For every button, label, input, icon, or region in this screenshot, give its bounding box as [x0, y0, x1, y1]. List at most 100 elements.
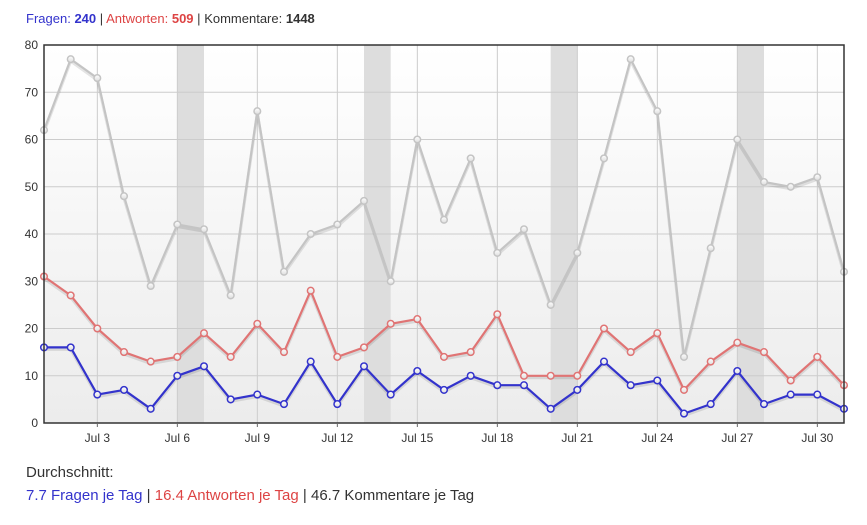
- plot-frame: [43, 44, 845, 424]
- data-point-answers: [759, 348, 769, 357]
- separator: |: [99, 11, 104, 26]
- answers-total-value: 509: [171, 11, 194, 26]
- data-point-comments: [573, 248, 582, 257]
- x-tick-label: Jul 6: [165, 431, 191, 445]
- data-point-comments: [493, 248, 502, 257]
- data-point-comments: [173, 220, 182, 229]
- data-point-comments: [66, 55, 75, 64]
- comments-average: 46.7 Kommentare je Tag: [310, 487, 475, 504]
- data-point-questions: [706, 400, 715, 409]
- data-point-comments: [199, 225, 209, 234]
- x-tick-label: Jul 9: [245, 431, 271, 445]
- data-point-questions: [626, 381, 635, 390]
- comments-total-label: Kommentare:: [204, 11, 283, 26]
- average-heading: Durchschnitt:: [26, 464, 114, 481]
- data-point-questions: [146, 404, 155, 413]
- data-point-answers: [573, 371, 582, 380]
- questions-average: 7.7 Fragen je Tag: [26, 487, 143, 504]
- data-point-answers: [493, 310, 502, 319]
- x-tick-label: Jul 18: [481, 431, 513, 445]
- data-point-comments: [653, 107, 662, 116]
- data-point-answers: [546, 371, 555, 380]
- data-point-questions: [759, 400, 769, 409]
- y-tick-label: 40: [25, 227, 39, 241]
- questions-total-label: Fragen:: [26, 11, 71, 26]
- data-point-comments: [279, 267, 289, 276]
- data-point-questions: [226, 395, 235, 404]
- data-point-answers: [253, 319, 262, 328]
- data-point-comments: [226, 291, 235, 300]
- data-point-answers: [733, 338, 742, 347]
- data-point-comments: [786, 182, 795, 191]
- data-point-comments: [306, 229, 315, 239]
- data-point-questions: [439, 385, 449, 394]
- data-point-comments: [626, 55, 635, 64]
- y-tick-label: 10: [25, 369, 39, 383]
- data-point-answers: [119, 348, 129, 357]
- average-line: 7.7 Fragen je Tag | 16.4 Antworten je Ta…: [26, 487, 474, 504]
- data-point-comments: [333, 220, 342, 229]
- data-point-questions: [66, 343, 75, 352]
- y-tick-label: 20: [25, 322, 39, 336]
- data-point-comments: [146, 281, 155, 291]
- data-point-answers: [93, 324, 102, 333]
- data-point-comments: [359, 196, 369, 205]
- x-tick-label: Jul 12: [321, 431, 353, 445]
- answers-average: 16.4 Antworten je Tag: [154, 487, 299, 504]
- data-point-comments: [386, 277, 395, 286]
- data-point-questions: [199, 362, 209, 371]
- x-tick-label: Jul 30: [801, 431, 833, 445]
- data-point-questions: [253, 390, 262, 399]
- y-tick-label: 70: [25, 85, 39, 99]
- x-tick-label: Jul 3: [85, 431, 111, 445]
- data-point-questions: [733, 366, 742, 376]
- data-point-questions: [573, 385, 582, 394]
- data-point-answers: [626, 348, 635, 357]
- y-tick-label: 80: [25, 38, 39, 52]
- y-axis-ticks: 0 10 20 30 40 50 60 70 80: [25, 38, 39, 430]
- x-tick-label: Jul 27: [721, 431, 753, 445]
- data-point-questions: [386, 390, 395, 399]
- data-point-comments: [466, 154, 475, 163]
- data-point-questions: [546, 404, 555, 413]
- data-point-questions: [466, 371, 475, 380]
- y-tick-label: 0: [31, 416, 38, 430]
- data-point-comments: [813, 173, 822, 182]
- data-point-answers: [146, 357, 155, 366]
- series-lines: [39, 55, 849, 418]
- data-point-questions: [93, 390, 102, 399]
- data-point-questions: [786, 390, 795, 399]
- data-point-questions: [173, 371, 182, 380]
- data-point-questions: [119, 385, 129, 394]
- data-point-questions: [493, 381, 502, 390]
- data-point-answers: [706, 357, 715, 366]
- data-point-comments: [119, 192, 129, 201]
- data-point-answers: [306, 286, 315, 295]
- data-point-answers: [519, 371, 529, 380]
- data-point-questions: [279, 400, 289, 409]
- y-tick-label: 50: [25, 180, 39, 194]
- data-point-answers: [279, 348, 289, 357]
- questions-total-value: 240: [74, 11, 97, 26]
- data-point-comments: [546, 300, 555, 309]
- data-point-comments: [413, 135, 422, 144]
- data-point-answers: [66, 291, 75, 300]
- x-tick-label: Jul 24: [641, 431, 673, 445]
- data-point-comments: [93, 74, 102, 83]
- data-point-answers: [226, 352, 235, 361]
- totals-summary: Fragen: 240 | Antworten: 509 | Kommentar…: [26, 11, 315, 26]
- y-tick-label: 30: [25, 274, 39, 288]
- separator: |: [146, 487, 151, 504]
- data-point-questions: [813, 390, 822, 399]
- data-point-answers: [173, 352, 182, 361]
- data-point-comments: [706, 244, 715, 253]
- average-footer: Durchschnitt: 7.7 Fragen je Tag | 16.4 A…: [26, 464, 474, 504]
- grid-lines: [44, 44, 844, 424]
- data-point-answers: [386, 319, 395, 328]
- data-point-answers: [439, 352, 449, 361]
- separator: |: [197, 11, 201, 26]
- data-point-questions: [306, 357, 315, 366]
- data-point-questions: [519, 381, 529, 390]
- x-axis-ticks: Jul 3 Jul 6 Jul 9 Jul 12 Jul 15 Jul 18 Jul 21 J…: [85, 423, 834, 445]
